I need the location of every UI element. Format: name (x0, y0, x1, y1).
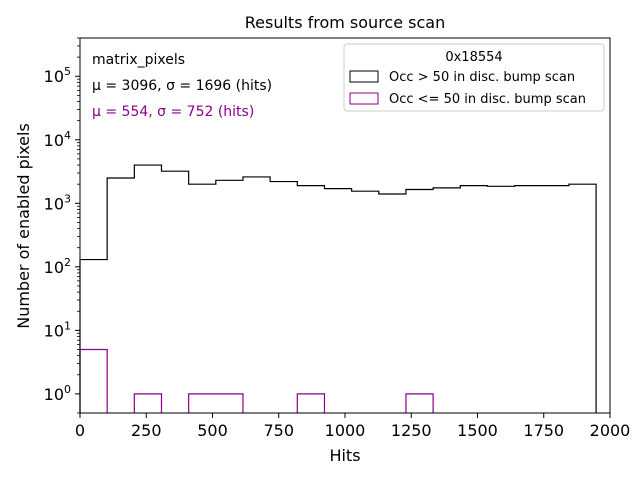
y-tick-label: 105 (44, 65, 71, 86)
y-tick-label: 102 (44, 256, 71, 277)
histogram-bin-s1-3 (161, 171, 188, 413)
x-tick-label: 1500 (457, 421, 498, 440)
histogram-bin-s1-9 (324, 189, 351, 413)
histogram-bin-s2-4 (189, 394, 216, 413)
legend-swatch-black (349, 70, 379, 83)
histogram-bin-s2-12 (406, 394, 433, 413)
y-tick-label: 103 (44, 192, 71, 213)
histogram-bin-s1-12 (406, 189, 433, 413)
histogram-bin-s1-7 (270, 182, 297, 413)
histogram-bin-s1-16 (515, 186, 542, 413)
x-tick-label: 2000 (590, 421, 631, 440)
annotation-line-3: μ = 554, σ = 752 (hits) (92, 104, 254, 120)
histogram-bin-s1-2 (134, 165, 161, 413)
y-tick-label: 104 (44, 129, 71, 150)
histogram-bin-s2-0 (80, 349, 107, 413)
histogram-bin-s1-11 (379, 194, 406, 413)
histogram-bin-s1-14 (460, 186, 487, 413)
legend-swatch-purple (349, 92, 379, 105)
histogram-bin-s2-2 (134, 394, 161, 413)
y-tick-label: 100 (44, 383, 71, 404)
histogram-bin-s1-1 (107, 178, 134, 413)
y-tick-label: 101 (44, 319, 71, 340)
legend-label-black: Occ > 50 in disc. bump scan (389, 70, 575, 85)
x-tick-label: 0 (75, 421, 85, 440)
histogram-bin-s1-17 (542, 186, 569, 413)
annotation-line-2: μ = 3096, σ = 1696 (hits) (92, 78, 272, 94)
legend: 0x18554 Occ > 50 in disc. bump scan Occ … (343, 43, 605, 112)
histogram-bin-s2-5 (216, 394, 243, 413)
legend-label-purple: Occ <= 50 in disc. bump scan (389, 92, 586, 107)
histogram-bin-s1-4 (189, 184, 216, 413)
legend-title: 0x18554 (445, 50, 502, 65)
histogram-series-1 (79, 164, 597, 413)
x-tick-label: 1000 (325, 421, 366, 440)
x-tick-label: 250 (131, 421, 162, 440)
histogram-bin-s1-18 (569, 184, 596, 413)
x-tick-label: 750 (263, 421, 294, 440)
annotation-line-1: matrix_pixels (92, 52, 185, 68)
histogram-bin-s1-13 (433, 188, 460, 413)
x-axis-label: Hits (329, 446, 360, 465)
histogram-bin-s1-5 (216, 180, 243, 413)
histogram-bin-s1-6 (243, 177, 270, 413)
histogram-bin-s2-8 (297, 394, 324, 413)
histogram-series-2 (79, 348, 434, 413)
legend-box (343, 43, 605, 112)
histogram-bin-s1-10 (352, 191, 379, 413)
x-tick-label: 1750 (523, 421, 564, 440)
chart-title: Results from source scan (245, 13, 445, 32)
x-tick-label: 1250 (391, 421, 432, 440)
histogram-bin-s1-8 (297, 186, 324, 413)
y-axis-label: Number of enabled pixels (14, 123, 33, 329)
histogram-bin-s1-15 (487, 186, 514, 413)
x-tick-label: 500 (197, 421, 228, 440)
